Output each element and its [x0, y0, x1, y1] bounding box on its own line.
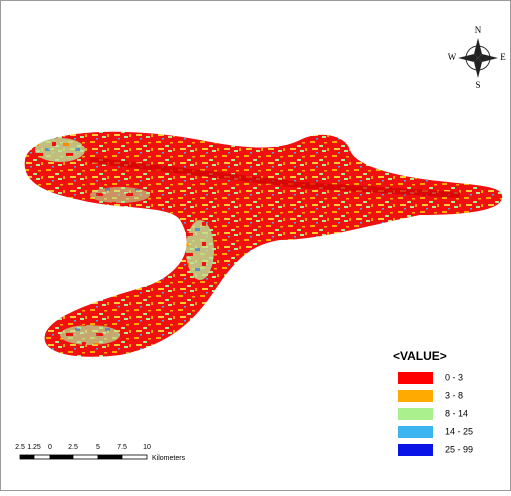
scale-segment	[73, 455, 98, 459]
scale-label: 2.5	[68, 444, 78, 451]
legend-swatch	[398, 390, 433, 402]
scale-segment	[50, 455, 73, 459]
legend-label: 0 - 3	[445, 372, 463, 382]
legend-label: 8 - 14	[445, 408, 468, 418]
legend-swatch	[398, 372, 433, 384]
scale-label: 0	[48, 444, 52, 451]
scale-unit: Kilometers	[152, 455, 186, 462]
legend-swatch	[398, 408, 433, 420]
compass-e: E	[500, 52, 506, 62]
legend-swatch	[398, 426, 433, 438]
scale-label: 1.25	[27, 444, 41, 451]
scale-label: 5	[96, 444, 100, 451]
legend-swatch	[398, 444, 433, 456]
compass-s: S	[475, 80, 480, 90]
scale-segment	[122, 455, 147, 459]
map-frame: N S E W <VALUE> 0 - 3 3 - 8 8 - 14 14 - 25 2…	[0, 0, 511, 491]
legend-title: <VALUE>	[393, 349, 447, 363]
scale-segment	[98, 455, 122, 459]
legend-label: 3 - 8	[445, 390, 463, 400]
legend-label: 25 - 99	[445, 444, 473, 454]
scale-segment	[20, 455, 34, 459]
compass-n: N	[475, 25, 482, 35]
legend-label: 14 - 25	[445, 426, 473, 436]
scale-label: 10	[143, 444, 151, 451]
scale-label: 7.5	[117, 444, 127, 451]
scale-label: 2.5	[15, 444, 25, 451]
scale-segment	[34, 455, 50, 459]
compass-w: W	[448, 52, 457, 62]
